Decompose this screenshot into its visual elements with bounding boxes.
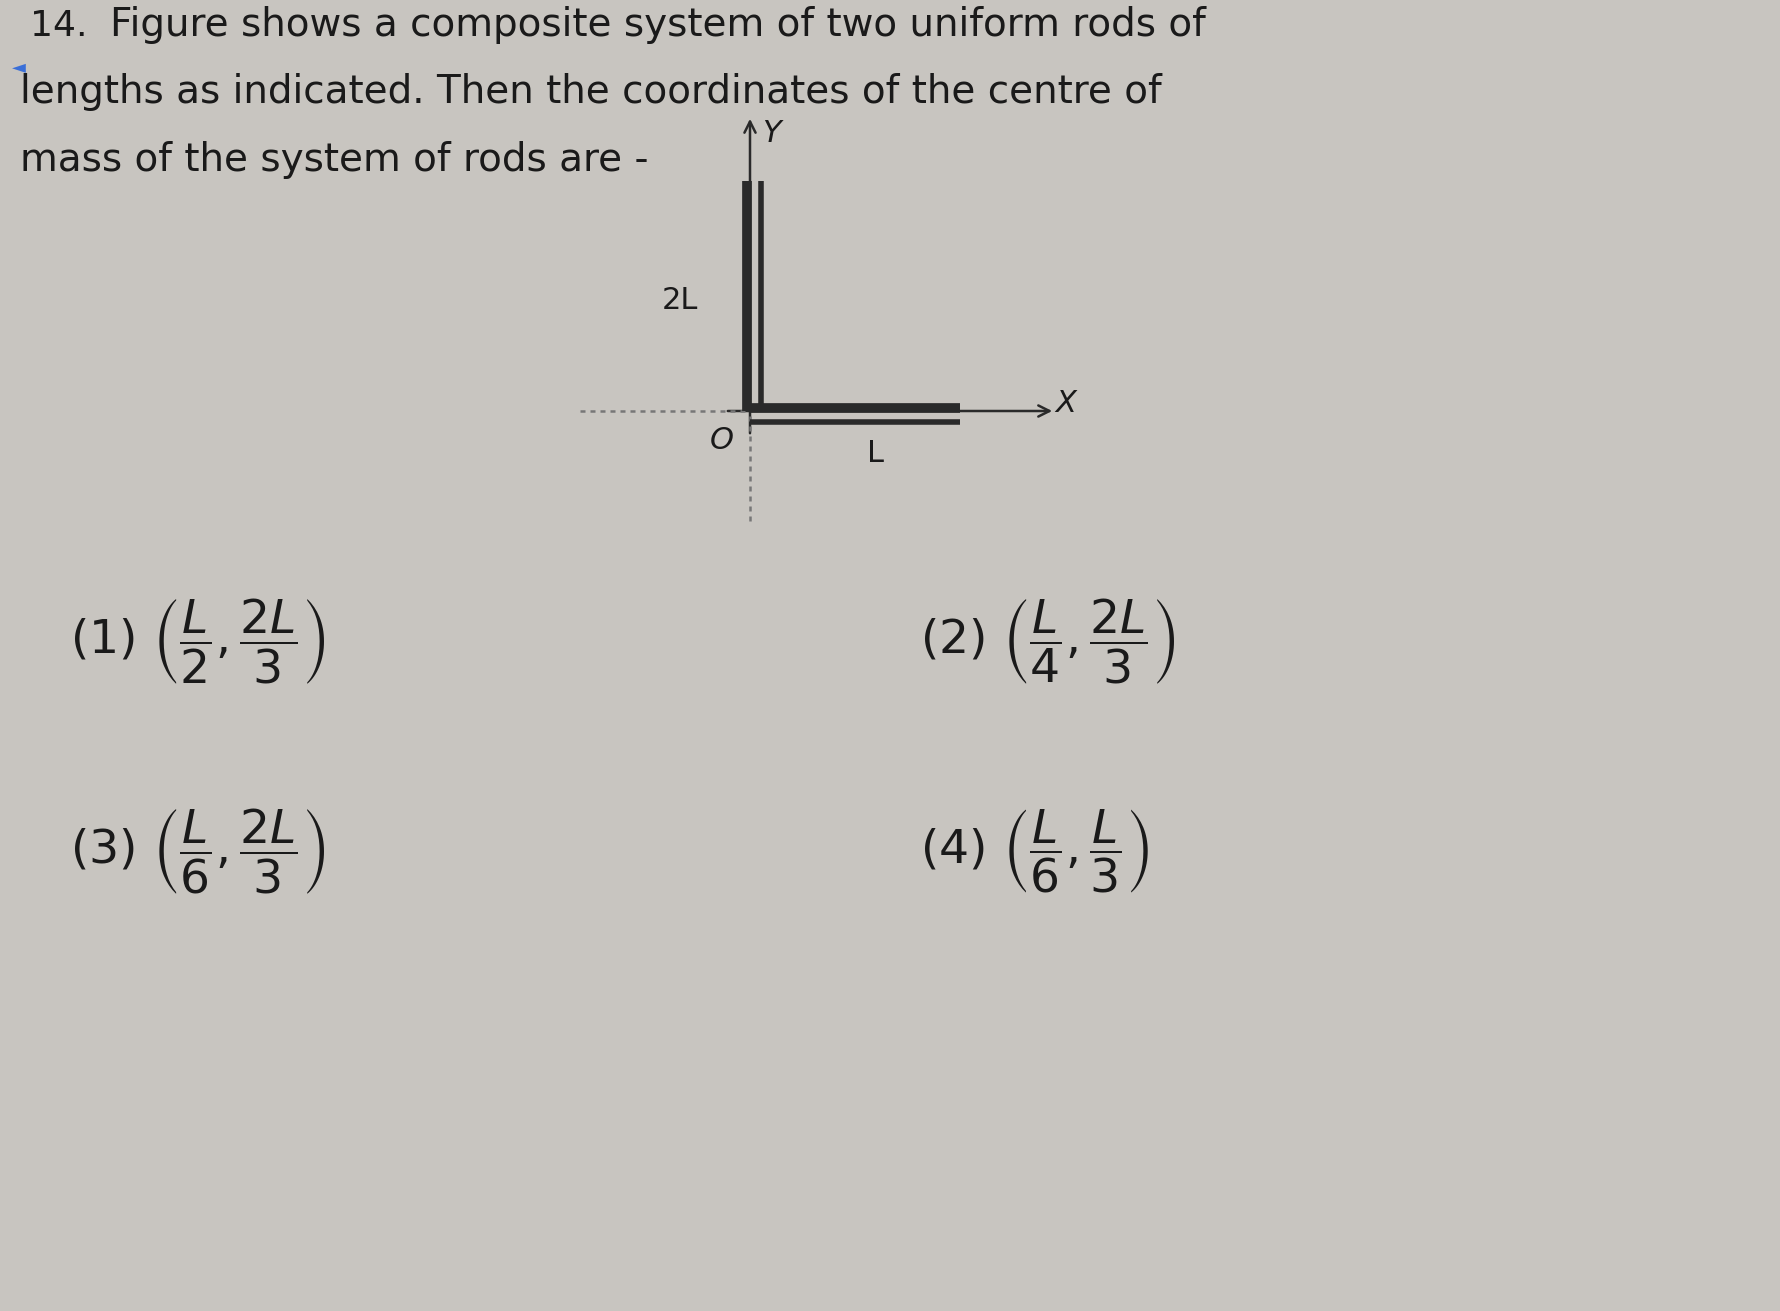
Text: $(2)\ \left(\dfrac{L}{4},\dfrac{2L}{3}\right)$: $(2)\ \left(\dfrac{L}{4},\dfrac{2L}{3}\r… <box>920 597 1175 686</box>
Text: $(4)\ \left(\dfrac{L}{6},\dfrac{L}{3}\right)$: $(4)\ \left(\dfrac{L}{6},\dfrac{L}{3}\ri… <box>920 808 1148 895</box>
Text: $(3)\ \left(\dfrac{L}{6},\dfrac{2L}{3}\right)$: $(3)\ \left(\dfrac{L}{6},\dfrac{2L}{3}\r… <box>69 806 326 895</box>
Text: L: L <box>867 439 885 468</box>
Text: X: X <box>1054 388 1075 417</box>
Text: Figure shows a composite system of two uniform rods of: Figure shows a composite system of two u… <box>110 7 1205 45</box>
Text: $(1)\ \left(\dfrac{L}{2},\dfrac{2L}{3}\right)$: $(1)\ \left(\dfrac{L}{2},\dfrac{2L}{3}\r… <box>69 597 326 686</box>
Text: mass of the system of rods are -: mass of the system of rods are - <box>20 142 648 180</box>
Text: ◄: ◄ <box>12 58 27 76</box>
Text: 2L: 2L <box>660 286 698 315</box>
Text: O: O <box>710 426 733 455</box>
Text: 14.: 14. <box>30 9 87 43</box>
Text: Y: Y <box>762 119 780 148</box>
Text: lengths as indicated. Then the coordinates of the centre of: lengths as indicated. Then the coordinat… <box>20 73 1161 111</box>
